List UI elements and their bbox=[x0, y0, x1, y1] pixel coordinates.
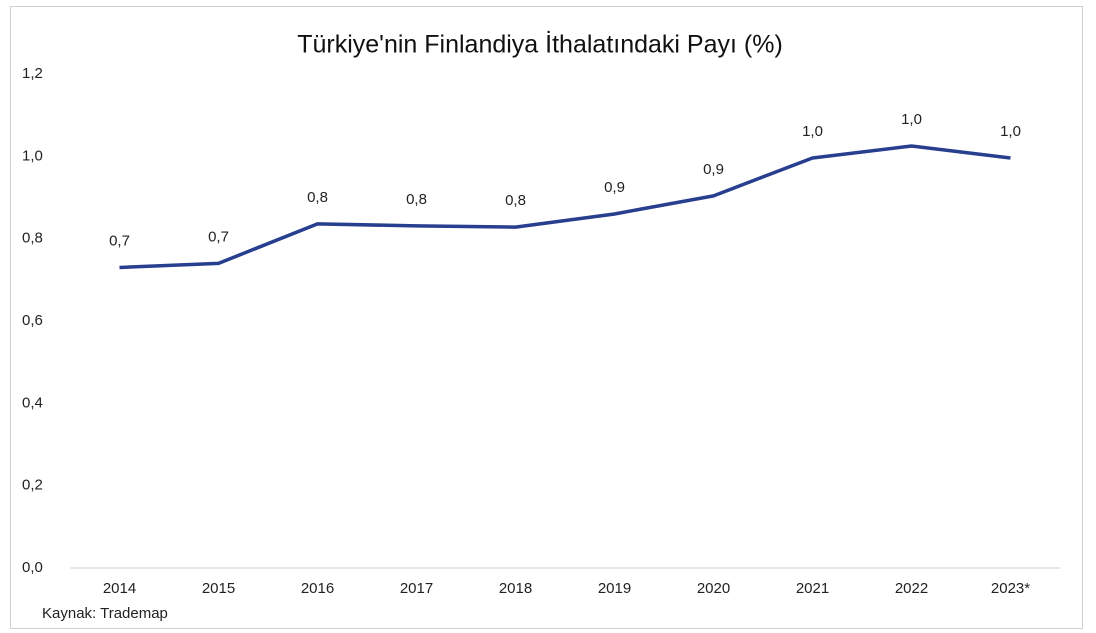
y-tick-label: 1,2 bbox=[22, 65, 43, 82]
source-note: Kaynak: Trademap bbox=[42, 605, 168, 622]
x-tick-label: 2016 bbox=[301, 580, 334, 597]
data-label: 1,0 bbox=[1000, 123, 1021, 140]
y-tick-label: 0,2 bbox=[22, 477, 43, 494]
data-label: 0,9 bbox=[703, 161, 724, 178]
x-tick-label: 2022 bbox=[895, 580, 928, 597]
y-tick-label: 1,0 bbox=[22, 147, 43, 164]
y-tick-label: 0,6 bbox=[22, 312, 43, 329]
data-label: 0,8 bbox=[406, 191, 427, 208]
data-line bbox=[119, 144, 1011, 270]
data-label: 0,8 bbox=[505, 192, 526, 209]
chart-border bbox=[10, 6, 1083, 629]
data-label: 1,0 bbox=[802, 123, 823, 140]
x-tick-label: 2014 bbox=[103, 580, 136, 597]
y-tick-label: 0,8 bbox=[22, 230, 43, 247]
x-tick-label: 2017 bbox=[400, 580, 433, 597]
x-tick-label: 2019 bbox=[598, 580, 631, 597]
x-tick-label: 2021 bbox=[796, 580, 829, 597]
data-label: 1,0 bbox=[901, 111, 922, 128]
data-label: 0,8 bbox=[307, 189, 328, 206]
y-tick-label: 0,4 bbox=[22, 394, 43, 411]
x-tick-label: 2023* bbox=[991, 580, 1030, 597]
data-label: 0,7 bbox=[109, 232, 130, 249]
chart-title: Türkiye'nin Finlandiya İthalatındaki Pay… bbox=[297, 30, 783, 59]
data-label: 0,7 bbox=[208, 228, 229, 245]
x-tick-label: 2015 bbox=[202, 580, 235, 597]
x-tick-label: 2018 bbox=[499, 580, 532, 597]
data-label: 0,9 bbox=[604, 179, 625, 196]
y-tick-label: 0,0 bbox=[22, 559, 43, 576]
x-tick-label: 2020 bbox=[697, 580, 730, 597]
